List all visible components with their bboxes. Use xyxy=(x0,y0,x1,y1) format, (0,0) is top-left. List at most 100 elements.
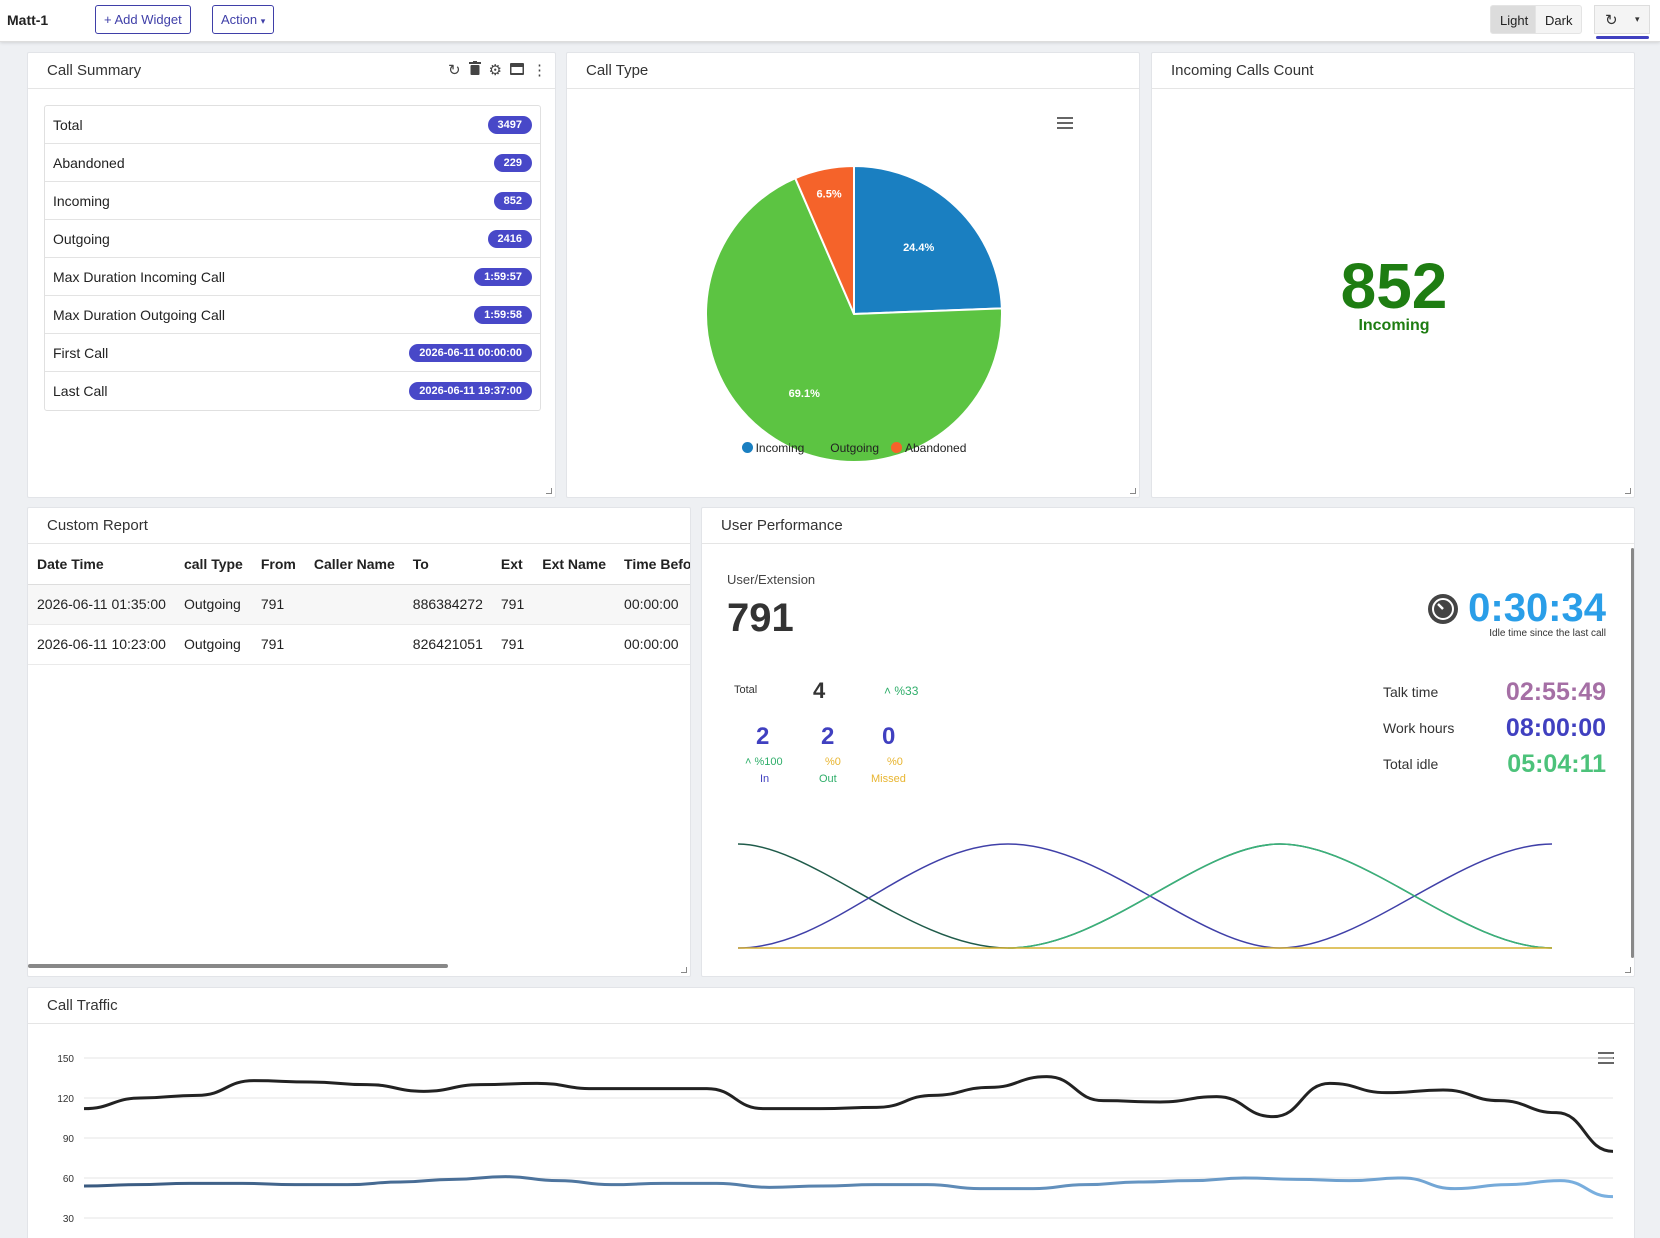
legend-item[interactable]: Outgoing xyxy=(816,441,879,455)
timer-icon xyxy=(1426,592,1460,631)
widget-title: Incoming Calls Count xyxy=(1171,62,1314,79)
table-cell: 00:00:00 xyxy=(615,584,690,625)
list-item: First Call 2026-06-11 00:00:00 xyxy=(45,334,540,372)
percent-text: %33 xyxy=(894,684,919,698)
total-label: Total xyxy=(734,684,758,696)
missed-value: 0 xyxy=(882,723,896,750)
total-idle-value: 05:04:11 xyxy=(1507,750,1606,778)
widget-header: Custom Report xyxy=(28,508,690,544)
column-header[interactable]: Date Time xyxy=(28,544,175,585)
incoming-count-value: 852 xyxy=(1340,250,1448,322)
list-item: Last Call 2026-06-11 19:37:00 xyxy=(45,372,540,410)
row-label: First Call xyxy=(53,344,109,361)
chart-legend: Incoming Outgoing Abandoned xyxy=(567,441,1139,455)
widget-title: User Performance xyxy=(721,517,843,534)
table-cell xyxy=(304,584,404,625)
idle-time-caption: Idle time since the last call xyxy=(1489,628,1606,639)
resize-handle[interactable] xyxy=(546,488,552,494)
row-label: Outgoing xyxy=(53,230,110,247)
table-cell: 2026-06-11 10:23:00 xyxy=(28,624,175,665)
table-cell: 886384272 xyxy=(403,584,492,625)
window-icon[interactable] xyxy=(510,53,524,89)
talk-time-label: Talk time xyxy=(1383,684,1439,700)
out-percent: %0 xyxy=(825,756,841,768)
series-line[interactable] xyxy=(83,1175,1614,1199)
more-vertical-icon[interactable]: ⋮ xyxy=(532,62,547,79)
value-badge: 3497 xyxy=(487,115,532,134)
column-header[interactable]: From xyxy=(251,544,305,585)
chevron-down-icon[interactable]: ▾ xyxy=(1635,14,1640,24)
add-widget-button[interactable]: + Add Widget xyxy=(95,5,191,34)
curve-series-1 xyxy=(737,843,1553,949)
value-badge: 2026-06-11 00:00:00 xyxy=(409,343,532,362)
custom-report-widget: Custom Report Date Time call Type From C… xyxy=(27,507,691,977)
light-theme-button[interactable]: Light xyxy=(1490,5,1539,34)
vertical-scrollbar[interactable] xyxy=(1631,548,1634,958)
list-item: Max Duration Outgoing Call 1:59:58 xyxy=(45,296,540,334)
column-header[interactable]: Ext xyxy=(491,544,534,585)
menu-icon[interactable] xyxy=(1057,117,1073,129)
horizontal-scrollbar[interactable] xyxy=(28,964,448,968)
list-item: Max Duration Incoming Call 1:59:57 xyxy=(45,258,540,296)
percent-text: %100 xyxy=(754,756,783,768)
pie-slice[interactable] xyxy=(705,176,1003,463)
series-line[interactable] xyxy=(83,1075,1614,1153)
table-cell xyxy=(533,584,616,625)
user-performance-widget: User Performance User/Extension 791 0:30… xyxy=(701,507,1635,977)
resize-handle[interactable] xyxy=(1625,967,1631,973)
dark-theme-button[interactable]: Dark xyxy=(1535,5,1583,34)
widget-title: Call Traffic xyxy=(47,997,118,1014)
list-item: Outgoing 2416 xyxy=(45,220,540,258)
pie-slice[interactable] xyxy=(793,164,855,315)
widget-header: Call Traffic xyxy=(28,988,1634,1024)
incoming-count-label: Incoming xyxy=(1358,317,1430,334)
value-badge: 852 xyxy=(493,191,532,210)
column-header[interactable]: call Type xyxy=(174,544,252,585)
slice-data-label: 24.4% xyxy=(903,242,934,254)
resize-handle[interactable] xyxy=(681,967,687,973)
top-toolbar: Matt-1 + Add Widget Action ▾ Light Dark … xyxy=(0,0,1660,42)
work-hours-label: Work hours xyxy=(1383,720,1455,736)
value-badge: 2026-06-11 19:37:00 xyxy=(409,382,532,400)
table-cell xyxy=(304,624,404,665)
in-percent: ˄ %100 xyxy=(745,756,783,768)
action-dropdown[interactable]: Action ▾ xyxy=(212,5,275,34)
extension-label: User/Extension xyxy=(727,572,816,587)
settings-icon[interactable]: ⚙ xyxy=(488,62,502,79)
legend-item[interactable]: Incoming xyxy=(741,441,804,455)
widget-toolbar: ↻ ⚙ ⋮ xyxy=(448,53,547,89)
y-tick-label: 60 xyxy=(63,1174,75,1185)
column-header[interactable]: Caller Name xyxy=(304,544,404,585)
missed-percent: %0 xyxy=(887,756,903,768)
widget-header: Call Type xyxy=(567,53,1139,89)
widget-header: User Performance xyxy=(702,508,1634,544)
trash-icon[interactable] xyxy=(468,53,481,89)
curve-series-3 xyxy=(1007,843,1553,949)
performance-curves xyxy=(737,843,1553,949)
resize-handle[interactable] xyxy=(1625,488,1631,494)
legend-item[interactable]: Abandoned xyxy=(891,441,966,455)
talk-time-value: 02:55:49 xyxy=(1505,678,1606,706)
table-cell: 791 xyxy=(491,624,534,665)
value-badge: 229 xyxy=(493,153,532,172)
table-cell: Outgoing xyxy=(174,584,252,625)
list-item: Abandoned 229 xyxy=(45,144,540,182)
widget-title: Call Summary xyxy=(47,62,142,79)
column-header[interactable]: Time Before xyxy=(615,544,690,585)
refresh-icon[interactable]: ↻ xyxy=(447,62,461,79)
column-header[interactable]: To xyxy=(403,544,492,585)
from-link[interactable]: 791 xyxy=(251,584,305,625)
table-row[interactable]: 2026-06-11 01:35:00 Outgoing 791 8863842… xyxy=(28,584,690,625)
column-header[interactable]: Ext Name xyxy=(533,544,616,585)
pie-slice[interactable] xyxy=(853,164,1003,316)
extension-number: 791 xyxy=(727,596,794,640)
table-cell xyxy=(533,624,616,665)
traffic-line-chart: 150 120 90 60 30 xyxy=(57,1054,1614,1225)
from-link[interactable]: 791 xyxy=(251,624,305,665)
table-row[interactable]: 2026-06-11 10:23:00 Outgoing 791 8264210… xyxy=(28,624,690,665)
active-indicator xyxy=(1596,36,1649,39)
chevron-down-icon: ▾ xyxy=(260,16,266,26)
resize-handle[interactable] xyxy=(1130,488,1136,494)
row-label: Abandoned xyxy=(53,154,125,171)
refresh-button[interactable]: ↻ ▾ xyxy=(1594,5,1650,34)
